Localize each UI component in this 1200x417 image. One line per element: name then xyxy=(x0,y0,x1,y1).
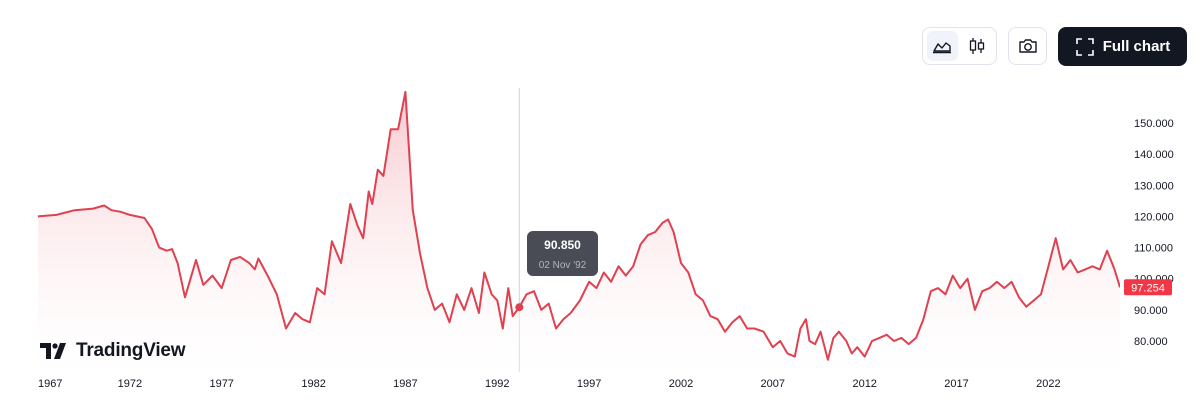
x-tick-label: 1997 xyxy=(577,378,601,390)
crosshair-point xyxy=(515,303,524,312)
x-tick-label: 1992 xyxy=(485,378,509,390)
tooltip-date: 02 Nov '92 xyxy=(539,260,587,271)
y-tick-label: 150.000 xyxy=(1134,118,1174,130)
chart-type-toggle xyxy=(922,27,997,65)
y-tick-label: 140.000 xyxy=(1134,149,1174,161)
y-tick-label: 80.000 xyxy=(1134,336,1168,348)
crosshair-tooltip: 90.850 02 Nov '92 xyxy=(527,231,598,276)
x-tick-label: 2002 xyxy=(669,378,693,390)
y-tick-label: 110.000 xyxy=(1134,243,1173,255)
candles-chart-button[interactable] xyxy=(962,31,993,61)
y-tick-label: 90.000 xyxy=(1134,305,1168,317)
series-area-fill xyxy=(38,91,1120,375)
area-chart-button[interactable] xyxy=(927,31,958,61)
x-tick-label: 2022 xyxy=(1036,378,1060,390)
full-chart-button[interactable]: Full chart xyxy=(1058,27,1187,66)
screenshot-group xyxy=(1008,27,1047,65)
full-chart-label: Full chart xyxy=(1102,38,1171,55)
x-tick-label: 1967 xyxy=(38,378,62,390)
tradingview-logo-icon xyxy=(40,343,66,359)
tradingview-logo[interactable]: TradingView xyxy=(40,340,186,362)
area-chart-icon xyxy=(933,42,952,54)
last-price-value: 97.254 xyxy=(1131,282,1165,294)
x-tick-label: 1977 xyxy=(209,378,233,390)
x-tick-label: 1972 xyxy=(118,378,142,390)
y-axis: 80.00090.000100.000110.000120.000130.000… xyxy=(1134,118,1174,348)
y-tick-label: 130.000 xyxy=(1134,180,1174,192)
x-tick-label: 2012 xyxy=(852,378,876,390)
logo-text: TradingView xyxy=(76,340,186,361)
x-tick-label: 1987 xyxy=(393,378,417,390)
x-tick-label: 2007 xyxy=(761,378,785,390)
x-tick-label: 1982 xyxy=(301,378,325,390)
tooltip-value: 90.850 xyxy=(544,238,581,252)
series-line xyxy=(37,90,1120,361)
y-tick-label: 120.000 xyxy=(1134,211,1174,223)
candles-icon xyxy=(969,38,984,54)
last-price-badge: 97.254 xyxy=(1124,279,1172,296)
screenshot-button[interactable] xyxy=(1012,31,1044,61)
fullscreen-icon xyxy=(1075,37,1094,56)
x-axis: 1967 1972 1977 1982 1987 1992 1997 2002 2007 2012… xyxy=(38,378,1061,390)
x-tick-label: 2017 xyxy=(944,378,968,390)
camera-icon xyxy=(1018,39,1037,53)
